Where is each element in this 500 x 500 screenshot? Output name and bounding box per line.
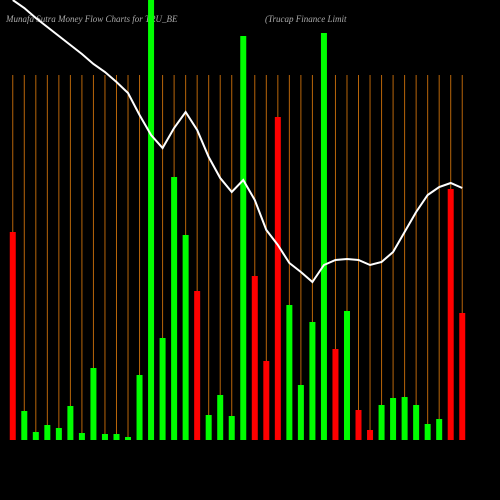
bar (320, 33, 327, 440)
bar (309, 322, 316, 440)
bar (55, 428, 62, 440)
bar (436, 419, 443, 440)
bar (390, 398, 397, 440)
bar (148, 0, 155, 440)
bar (263, 361, 270, 440)
bar (9, 232, 16, 440)
bar (424, 424, 431, 440)
bar (21, 411, 28, 440)
bar (251, 276, 258, 440)
bar (136, 375, 143, 440)
bar (297, 385, 304, 440)
bar (413, 405, 420, 440)
bar (447, 189, 454, 440)
bar (240, 36, 247, 440)
chart-subtitle: (Trucap Finance Limit (265, 14, 347, 24)
bar (343, 311, 350, 440)
bar (32, 432, 39, 440)
money-flow-line (12, 0, 463, 284)
bar (194, 291, 201, 440)
bar (286, 305, 293, 440)
bar (182, 235, 189, 440)
bar (205, 415, 212, 440)
bar (228, 416, 235, 440)
bar (78, 433, 85, 440)
bar (113, 434, 120, 440)
bar (67, 406, 74, 440)
bar (125, 437, 132, 440)
bar (159, 338, 166, 440)
bar (332, 349, 339, 440)
bar (367, 430, 374, 440)
bar (274, 117, 281, 440)
bar (44, 425, 51, 440)
bar (355, 410, 362, 440)
bar (171, 177, 178, 440)
bar (378, 405, 385, 440)
bar (459, 313, 466, 440)
bar (101, 434, 108, 440)
chart-title: Munafa Sutra Money Flow Charts for TRU_B… (5, 14, 178, 24)
bar (217, 395, 224, 440)
bar (90, 368, 97, 440)
bar (401, 397, 408, 440)
